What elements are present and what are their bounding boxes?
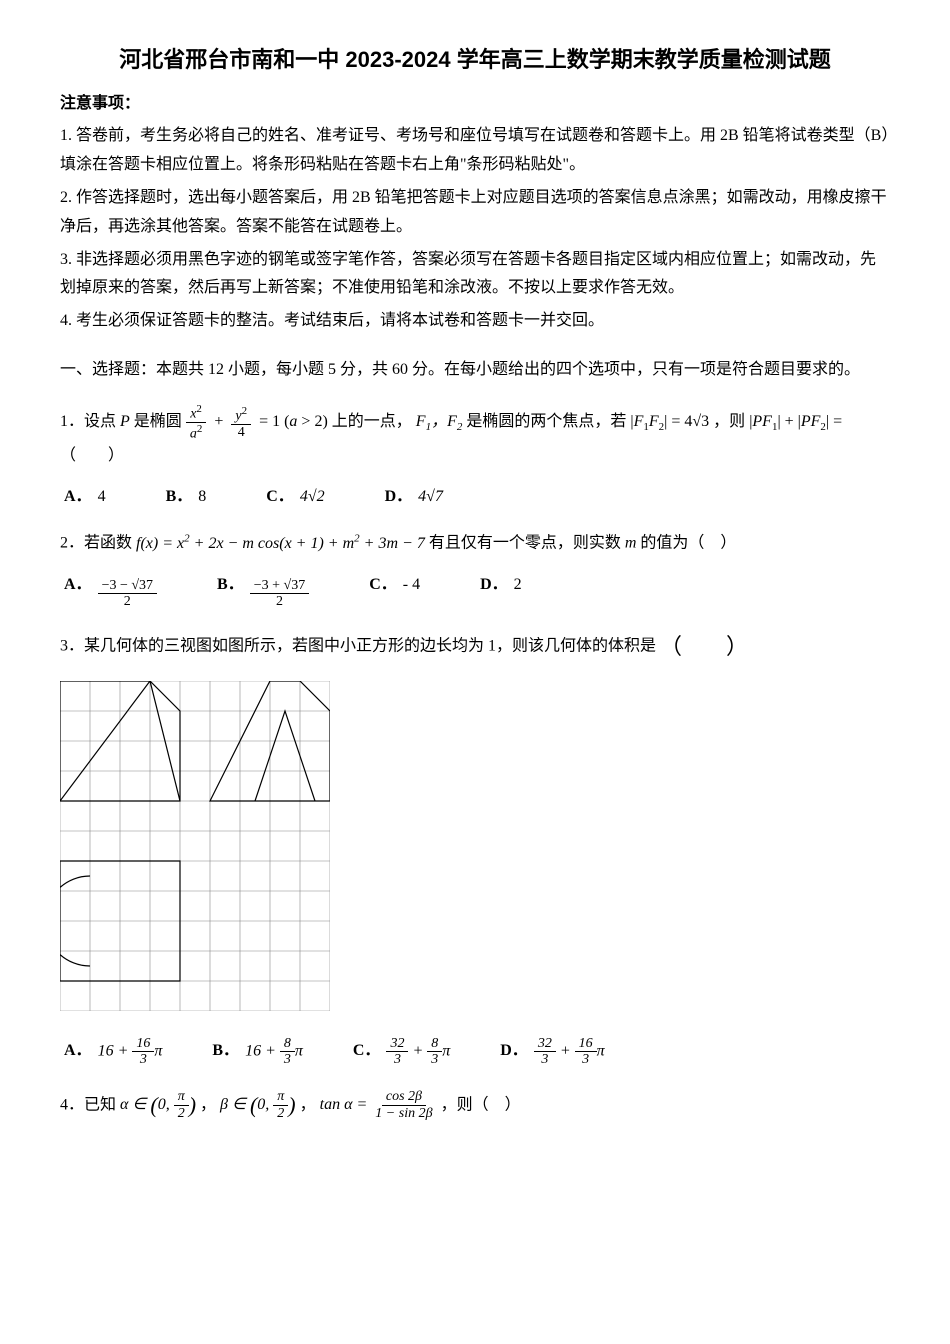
q4-tan: tan α = cos 2β1 − sin 2β: [320, 1096, 441, 1113]
question-2: 2．若函数 f(x) = x2 + 2x − m cos(x + 1) + m2…: [60, 529, 890, 609]
q1-prefix: 1．设点: [60, 413, 116, 430]
q3-opt-d: D． 323 + 163π: [500, 1036, 604, 1068]
q3-text: 3．某几何体的三视图如图所示，若图中小正方形的边长均为 1，则该几何体的体积是: [60, 638, 656, 655]
section1-heading: 一、选择题：本题共 12 小题，每小题 5 分，共 60 分。在每小题给出的四个…: [60, 356, 890, 385]
q2-opt-d: D．2: [480, 571, 522, 600]
q2-mid: 有且仅有一个零点，则实数: [429, 535, 621, 552]
q2-tail: 的值为（ ）: [640, 535, 736, 552]
q4-beta: β ∈ (0, π2): [220, 1096, 300, 1113]
q1-opt-c: C．4√2: [266, 483, 324, 512]
q1-tail: （ ）: [60, 447, 124, 464]
q3-options: A． 16 + 163π B． 16 + 83π C． 323 + 83π D．…: [60, 1036, 890, 1068]
q4-prefix: 4．已知: [60, 1096, 116, 1113]
notice-heading: 注意事项：: [60, 90, 890, 119]
instruction-1: 1. 答卷前，考生务必将自己的姓名、准考证号、考场号和座位号填写在试题卷和答题卡…: [60, 122, 890, 180]
q4-alpha: α ∈ (0, π2): [120, 1096, 200, 1113]
q2-opt-a: A． −3 − √372: [64, 571, 157, 610]
q2-opt-c: C．- 4: [369, 571, 420, 600]
q1-options: A．4 B．8 C．4√2 D．4√7: [60, 483, 890, 512]
exam-title: 河北省邢台市南和一中 2023-2024 学年高三上数学期末教学质量检测试题: [60, 40, 890, 80]
q2-m: m: [625, 535, 641, 552]
q4-sep2: ，: [300, 1096, 316, 1113]
instruction-3: 3. 非选择题必须用黑色字迹的钢笔或签字笔作答，答案必须写在答题卡各题目指定区域…: [60, 246, 890, 304]
q2-prefix: 2．若函数: [60, 535, 132, 552]
q4-tail: ，则（ ）: [441, 1096, 521, 1113]
three-views-figure: [60, 681, 890, 1022]
q1-mid3: 是椭圆的两个焦点，若: [466, 413, 626, 430]
q1-cond: |F1F2| = 4√3: [630, 413, 709, 430]
q1-opt-a: A．4: [64, 483, 106, 512]
q1-opt-d: D．4√7: [385, 483, 443, 512]
q1-ellipse-eq: x2a2 + y24 = 1 (a > 2): [186, 413, 332, 430]
q1-point-p: P: [120, 413, 130, 430]
q3-opt-c: C． 323 + 83π: [353, 1036, 450, 1068]
q1-mid2: 上的一点，: [332, 413, 412, 430]
instruction-4: 4. 考生必须保证答题卡的整洁。考试结束后，请将本试卷和答题卡一并交回。: [60, 307, 890, 336]
three-views-svg: [60, 681, 330, 1011]
q1-opt-b: B．8: [166, 483, 207, 512]
question-1: 1．设点 P 是椭圆 x2a2 + y24 = 1 (a > 2) 上的一点， …: [60, 403, 890, 512]
q1-mid4: ，则: [713, 413, 745, 430]
q1-f1f2: F1，F2: [416, 413, 463, 430]
instructions-block: 注意事项： 1. 答卷前，考生务必将自己的姓名、准考证号、考场号和座位号填写在试…: [60, 90, 890, 336]
q2-opt-b: B． −3 + √372: [217, 571, 309, 610]
question-4: 4．已知 α ∈ (0, π2) ， β ∈ (0, π2) ， tan α =…: [60, 1086, 890, 1126]
q3-opt-b: B． 16 + 83π: [212, 1036, 303, 1068]
q1-mid1: 是椭圆: [134, 413, 182, 430]
q2-func: f(x) = x2 + 2x − m cos(x + 1) + m2 + 3m …: [136, 535, 429, 552]
q1-ask: |PF1| + |PF2| =: [749, 413, 842, 430]
q4-sep1: ，: [200, 1096, 216, 1113]
q2-options: A． −3 − √372 B． −3 + √372 C．- 4 D．2: [60, 571, 890, 610]
q3-paren: （ ）: [660, 634, 748, 659]
q3-opt-a: A． 16 + 163π: [64, 1036, 162, 1068]
instruction-2: 2. 作答选择题时，选出每小题答案后，用 2B 铅笔把答题卡上对应题目选项的答案…: [60, 184, 890, 242]
question-3: 3．某几何体的三视图如图所示，若图中小正方形的边长均为 1，则该几何体的体积是 …: [60, 627, 890, 1067]
